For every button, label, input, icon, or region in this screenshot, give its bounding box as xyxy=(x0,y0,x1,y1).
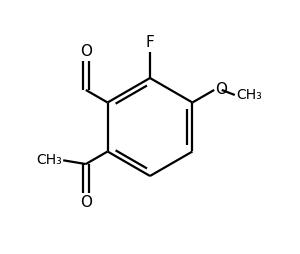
Text: O: O xyxy=(215,83,227,98)
Text: O: O xyxy=(80,44,92,59)
Text: CH₃: CH₃ xyxy=(36,153,62,167)
Text: F: F xyxy=(146,35,154,50)
Text: O: O xyxy=(80,195,92,210)
Text: CH₃: CH₃ xyxy=(236,88,262,102)
